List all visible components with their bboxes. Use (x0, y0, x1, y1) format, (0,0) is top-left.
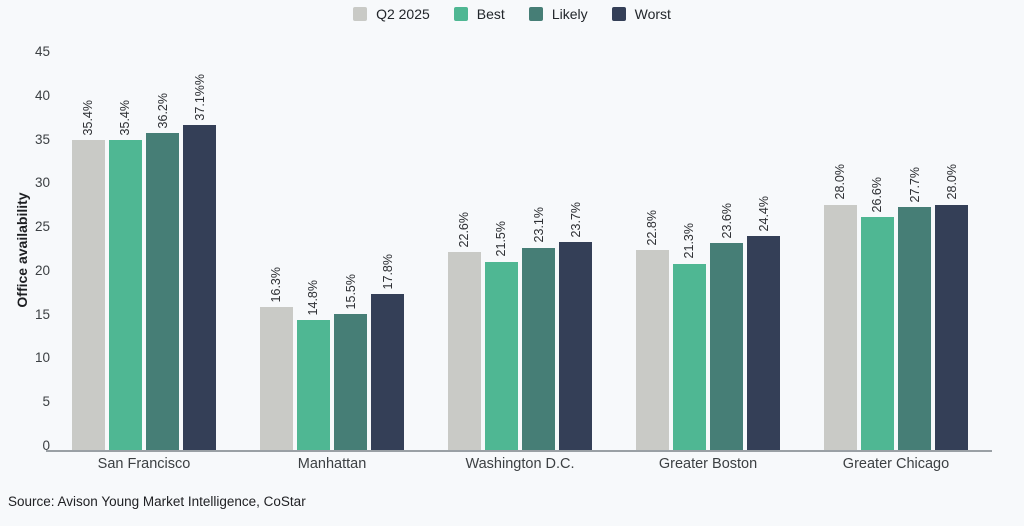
legend-label: Worst (634, 6, 671, 22)
bar-greater-boston-q2-2025 (635, 250, 669, 450)
x-category-label: San Francisco (97, 456, 191, 472)
bar-value-label: 28.0% (833, 164, 848, 200)
bar-greater-chicago-likely (898, 207, 932, 450)
bar-value-label: 35.4% (118, 99, 133, 136)
bar-value-label: 23.6% (719, 202, 734, 239)
bar-value-label: 36.2% (155, 92, 170, 129)
bar-value-label: 17.8% (380, 253, 395, 290)
bar-value-label: 26.6% (870, 176, 885, 213)
bar-manhattan-best (296, 320, 330, 450)
legend-swatch-icon (611, 7, 626, 21)
legend-item-likely: Likely (528, 6, 588, 22)
y-tick-label: 25 (34, 219, 50, 235)
bar-value-label: 24.4% (756, 195, 771, 232)
bar-manhattan-q2-2025 (259, 307, 293, 450)
x-category-label: Washington D.C. (465, 456, 575, 472)
bar-washington-d-c--worst (559, 242, 593, 450)
x-category-label: Greater Boston (658, 456, 758, 472)
source-note: Source: Avison Young Market Intelligence… (8, 494, 306, 509)
bar-value-label: 28.0% (944, 164, 959, 200)
x-category-label: Greater Chicago (842, 456, 950, 472)
y-tick-label: 15 (34, 306, 50, 322)
legend-swatch-icon (528, 7, 543, 21)
bar-manhattan-worst (371, 294, 405, 450)
bar-san-francisco-worst (183, 125, 217, 450)
y-axis-title: Office availability (14, 192, 30, 308)
bar-value-label: 23.7% (568, 202, 583, 238)
y-tick-label: 20 (34, 262, 50, 278)
bar-greater-chicago-best (860, 217, 894, 450)
legend-label: Best (476, 6, 505, 22)
legend-label: Q2 2025 (376, 6, 430, 22)
bar-san-francisco-likely (146, 133, 180, 450)
bar-greater-chicago-worst (935, 204, 969, 450)
bar-washington-d-c--best (484, 261, 518, 450)
y-tick-label: 35 (34, 131, 50, 147)
bar-value-label: 35.4% (81, 99, 96, 136)
legend-swatch-icon (353, 7, 368, 21)
bar-value-label: 23.1% (531, 207, 546, 243)
legend-item-worst: Worst (611, 6, 671, 22)
bar-value-label: 14.8% (306, 279, 321, 316)
bar-san-francisco-best (108, 140, 142, 450)
bar-greater-chicago-q2-2025 (823, 204, 857, 450)
x-axis-line (46, 450, 992, 452)
y-tick-label: 10 (34, 350, 50, 366)
bar-value-label: 16.3% (269, 266, 284, 303)
bar-value-label: 21.3% (682, 223, 697, 259)
bar-greater-boston-likely (710, 243, 744, 450)
legend-item-q2-2025: Q2 2025 (353, 6, 430, 22)
y-tick-label: 5 (42, 394, 50, 410)
bar-value-label: 22.6% (457, 211, 472, 248)
bar-washington-d-c--q2-2025 (447, 252, 481, 450)
bar-value-label: 21.5% (494, 221, 509, 257)
bar-manhattan-likely (334, 314, 368, 450)
y-tick-label: 40 (34, 87, 50, 103)
bar-value-label: 37.1%% (192, 73, 207, 121)
y-tick-label: 0 (42, 438, 50, 453)
bar-value-label: 27.7% (907, 167, 922, 203)
x-category-label: Manhattan (297, 456, 367, 472)
bar-value-label: 15.5% (343, 273, 358, 310)
y-tick-label: 30 (34, 175, 50, 191)
bar-value-label: 22.8% (645, 209, 660, 246)
legend-item-best: Best (453, 6, 505, 22)
legend-swatch-icon (453, 7, 468, 21)
bar-greater-boston-worst (747, 236, 781, 450)
y-tick-label: 45 (34, 44, 50, 59)
bar-washington-d-c--likely (522, 247, 556, 450)
bar-greater-boston-best (672, 263, 706, 450)
legend-label: Likely (551, 6, 588, 22)
bar-san-francisco-q2-2025 (71, 140, 105, 450)
chart-legend: Q2 2025 Best Likely Worst (0, 6, 1024, 22)
